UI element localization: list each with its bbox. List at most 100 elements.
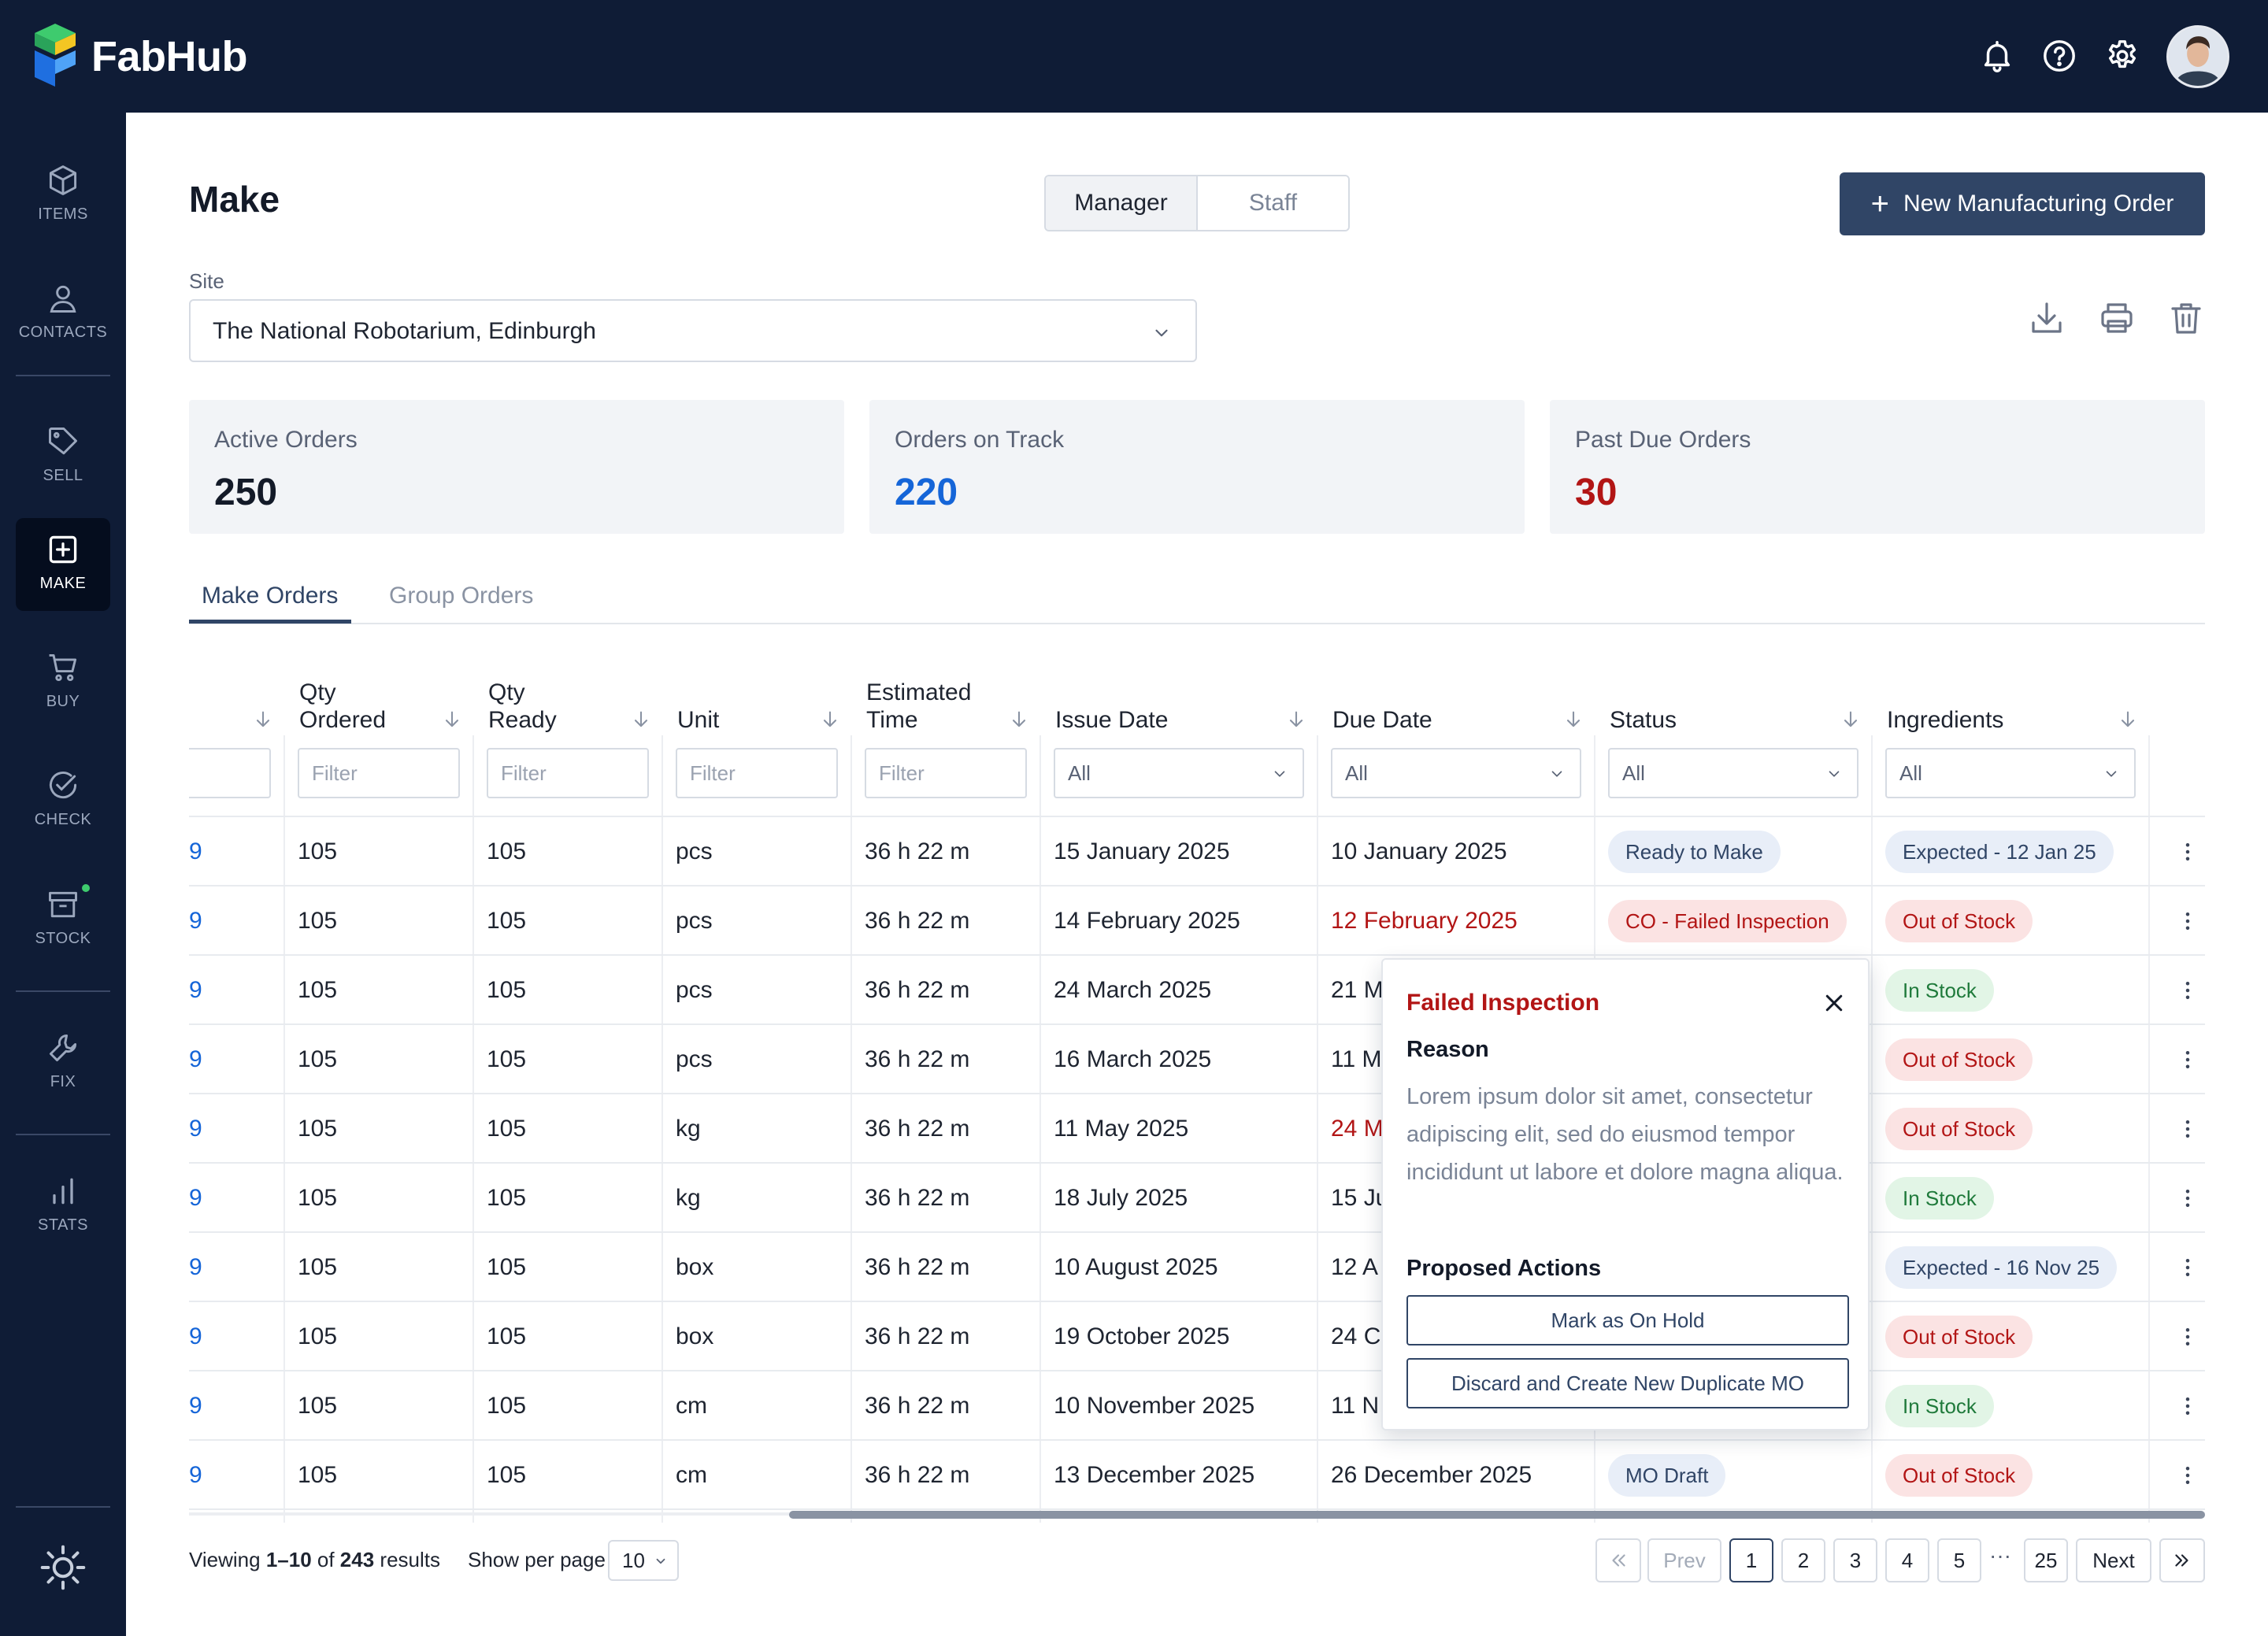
sidebar-item-stock[interactable]: STOCK <box>16 873 110 966</box>
sidebar-item-buy[interactable]: BUY <box>16 636 110 729</box>
bell-icon[interactable] <box>1979 38 2015 74</box>
sidebar-item-items[interactable]: ITEMS <box>16 149 110 242</box>
column-header-qty-ready[interactable]: Qty Ready <box>474 661 663 735</box>
row-actions-button[interactable] <box>2172 1441 2203 1510</box>
toggle-staff[interactable]: Staff <box>1198 176 1348 230</box>
cell-qty-ready: 105 <box>487 1462 527 1488</box>
cell-id[interactable]: 9 <box>189 838 202 864</box>
last-page-button[interactable] <box>2159 1538 2205 1582</box>
cell-id[interactable]: 9 <box>189 1323 202 1349</box>
row-actions-button[interactable] <box>2172 956 2203 1025</box>
column-header-due-date[interactable]: Due Date <box>1318 661 1595 735</box>
row-actions-button[interactable] <box>2172 1371 2203 1441</box>
column-header-id[interactable] <box>189 661 285 735</box>
row-actions-button[interactable] <box>2172 1302 2203 1371</box>
page-2-button[interactable]: 2 <box>1781 1538 1825 1582</box>
sun-icon[interactable] <box>39 1544 87 1591</box>
filter-select-ingredients[interactable]: All <box>1885 748 2136 798</box>
filter-select-due-date[interactable]: All <box>1331 748 1581 798</box>
sort-arrow-down-icon[interactable] <box>630 709 652 731</box>
horizontal-scrollbar-thumb[interactable] <box>789 1511 2205 1519</box>
status-badge[interactable]: Ready to Make <box>1608 831 1781 873</box>
row-actions-button[interactable] <box>2172 817 2203 886</box>
filter-cell-issue-date: All <box>1041 735 1318 817</box>
toggle-manager[interactable]: Manager <box>1046 176 1198 230</box>
sort-arrow-down-icon[interactable] <box>252 709 274 731</box>
cell-id[interactable]: 9 <box>189 1462 202 1488</box>
tab-group-orders[interactable]: Group Orders <box>389 583 534 609</box>
page-5-button[interactable]: 5 <box>1937 1538 1981 1582</box>
row-actions-button[interactable] <box>2172 886 2203 956</box>
column-header-qty-ordered[interactable]: Qty Ordered <box>285 661 474 735</box>
cell-id[interactable]: 9 <box>189 1393 202 1419</box>
cell-ingredients: Out of Stock <box>1885 1441 2033 1510</box>
kebab-menu-icon <box>2185 912 2190 930</box>
column-header-status[interactable]: Status <box>1595 661 1873 735</box>
cell-id[interactable]: 9 <box>189 1046 202 1072</box>
tab-make-orders[interactable]: Make Orders <box>202 583 339 609</box>
cell-issue-date: 10 August 2025 <box>1054 1254 1218 1280</box>
sort-arrow-down-icon[interactable] <box>1285 709 1307 731</box>
sidebar-item-check[interactable]: CHECK <box>16 754 110 847</box>
cell-id[interactable]: 9 <box>189 1254 202 1280</box>
sidebar-item-contacts[interactable]: CONTACTS <box>16 267 110 360</box>
stock-status-dot <box>82 884 90 892</box>
site-select[interactable]: The National Robotarium, Edinburgh <box>189 299 1197 362</box>
sidebar-item-stats[interactable]: STATS <box>16 1160 110 1253</box>
next-page-button[interactable]: Next <box>2076 1538 2151 1582</box>
column-header-issue-date[interactable]: Issue Date <box>1041 661 1318 735</box>
status-badge[interactable]: MO Draft <box>1608 1454 1726 1497</box>
sidebar-item-sell[interactable]: SELL <box>16 410 110 503</box>
sort-arrow-down-icon[interactable] <box>441 709 463 731</box>
new-manufacturing-order-button[interactable]: + New Manufacturing Order <box>1840 172 2205 235</box>
cell-due-date: 11 M <box>1331 1046 1382 1072</box>
page-25-button[interactable]: 25 <box>2024 1538 2068 1582</box>
filter-input-estimated-time[interactable]: Filter <box>865 748 1027 798</box>
first-page-button[interactable] <box>1595 1538 1641 1582</box>
filter-input-qty-ordered[interactable]: Filter <box>298 748 460 798</box>
row-actions-button[interactable] <box>2172 1233 2203 1302</box>
per-page-select[interactable]: 10 <box>608 1540 679 1581</box>
cell-id[interactable]: 9 <box>189 977 202 1003</box>
help-icon[interactable] <box>2041 38 2077 74</box>
column-header-estimated-time[interactable]: Estimated Time <box>852 661 1041 735</box>
page-4-button[interactable]: 4 <box>1885 1538 1929 1582</box>
discard-duplicate-button[interactable]: Discard and Create New Duplicate MO <box>1406 1358 1849 1408</box>
gear-icon[interactable] <box>2104 38 2140 74</box>
filter-select-status[interactable]: All <box>1608 748 1858 798</box>
cell-id[interactable]: 9 <box>189 1185 202 1211</box>
row-divider <box>189 1301 2205 1302</box>
filter-input-qty-ready[interactable]: Filter <box>487 748 649 798</box>
sort-arrow-down-icon[interactable] <box>819 709 841 731</box>
row-actions-button[interactable] <box>2172 1164 2203 1233</box>
page-3-button[interactable]: 3 <box>1833 1538 1877 1582</box>
cell-id[interactable]: 9 <box>189 1116 202 1142</box>
user-avatar[interactable] <box>2166 25 2229 88</box>
cell-unit: pcs <box>676 908 713 934</box>
trash-icon[interactable] <box>2167 299 2205 337</box>
mark-on-hold-button[interactable]: Mark as On Hold <box>1406 1295 1849 1345</box>
column-header-ingredients[interactable]: Ingredients <box>1873 661 2150 735</box>
sort-arrow-down-icon[interactable] <box>2117 709 2139 731</box>
sort-arrow-down-icon[interactable] <box>1562 709 1584 731</box>
prev-page-button[interactable]: Prev <box>1647 1538 1721 1582</box>
row-actions-button[interactable] <box>2172 1025 2203 1094</box>
print-icon[interactable] <box>2098 299 2136 337</box>
brand-name[interactable]: FabHub <box>91 33 247 80</box>
sort-arrow-down-icon[interactable] <box>1840 709 1862 731</box>
sort-arrow-down-icon[interactable] <box>1008 709 1030 731</box>
filter-select-issue-date[interactable]: All <box>1054 748 1304 798</box>
column-header-unit[interactable]: Unit <box>663 661 852 735</box>
filter-input-id[interactable] <box>189 748 271 798</box>
page-1-button[interactable]: 1 <box>1729 1538 1773 1582</box>
sidebar-item-make[interactable]: MAKE <box>16 518 110 611</box>
close-icon[interactable] <box>1822 991 1846 1015</box>
filter-input-unit[interactable]: Filter <box>676 748 838 798</box>
sidebar-item-label: MAKE <box>39 575 87 592</box>
cell-id[interactable]: 9 <box>189 908 202 934</box>
sidebar-item-label: FIX <box>50 1073 76 1090</box>
row-actions-button[interactable] <box>2172 1094 2203 1164</box>
status-badge[interactable]: CO - Failed Inspection <box>1608 900 1847 942</box>
download-icon[interactable] <box>2028 299 2066 337</box>
sidebar-item-fix[interactable]: FIX <box>16 1016 110 1109</box>
